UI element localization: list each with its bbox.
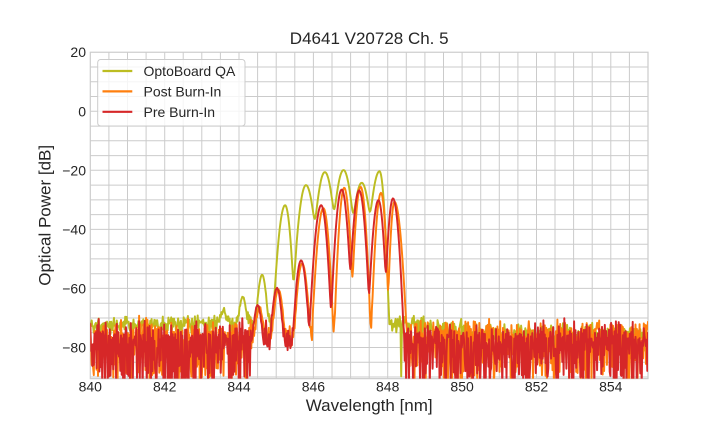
- svg-text:−80: −80: [62, 340, 86, 356]
- svg-text:Optical Power [dB]: Optical Power [dB]: [36, 145, 55, 286]
- svg-text:0: 0: [78, 103, 86, 119]
- svg-text:Wavelength [nm]: Wavelength [nm]: [306, 396, 433, 415]
- svg-text:852: 852: [525, 379, 549, 395]
- svg-text:20: 20: [70, 44, 86, 60]
- svg-text:−40: −40: [62, 221, 86, 237]
- svg-text:842: 842: [153, 379, 177, 395]
- svg-text:Post Burn-In: Post Burn-In: [144, 83, 222, 99]
- svg-text:D4641 V20728 Ch. 5: D4641 V20728 Ch. 5: [290, 29, 449, 48]
- svg-text:846: 846: [302, 379, 326, 395]
- svg-text:−20: −20: [62, 162, 86, 178]
- svg-text:840: 840: [79, 379, 103, 395]
- svg-text:854: 854: [599, 379, 623, 395]
- svg-text:−60: −60: [62, 280, 86, 296]
- svg-text:844: 844: [227, 379, 251, 395]
- svg-text:850: 850: [450, 379, 474, 395]
- svg-text:848: 848: [376, 379, 400, 395]
- svg-text:Pre Burn-In: Pre Burn-In: [144, 104, 216, 120]
- svg-text:OptoBoard QA: OptoBoard QA: [144, 63, 236, 79]
